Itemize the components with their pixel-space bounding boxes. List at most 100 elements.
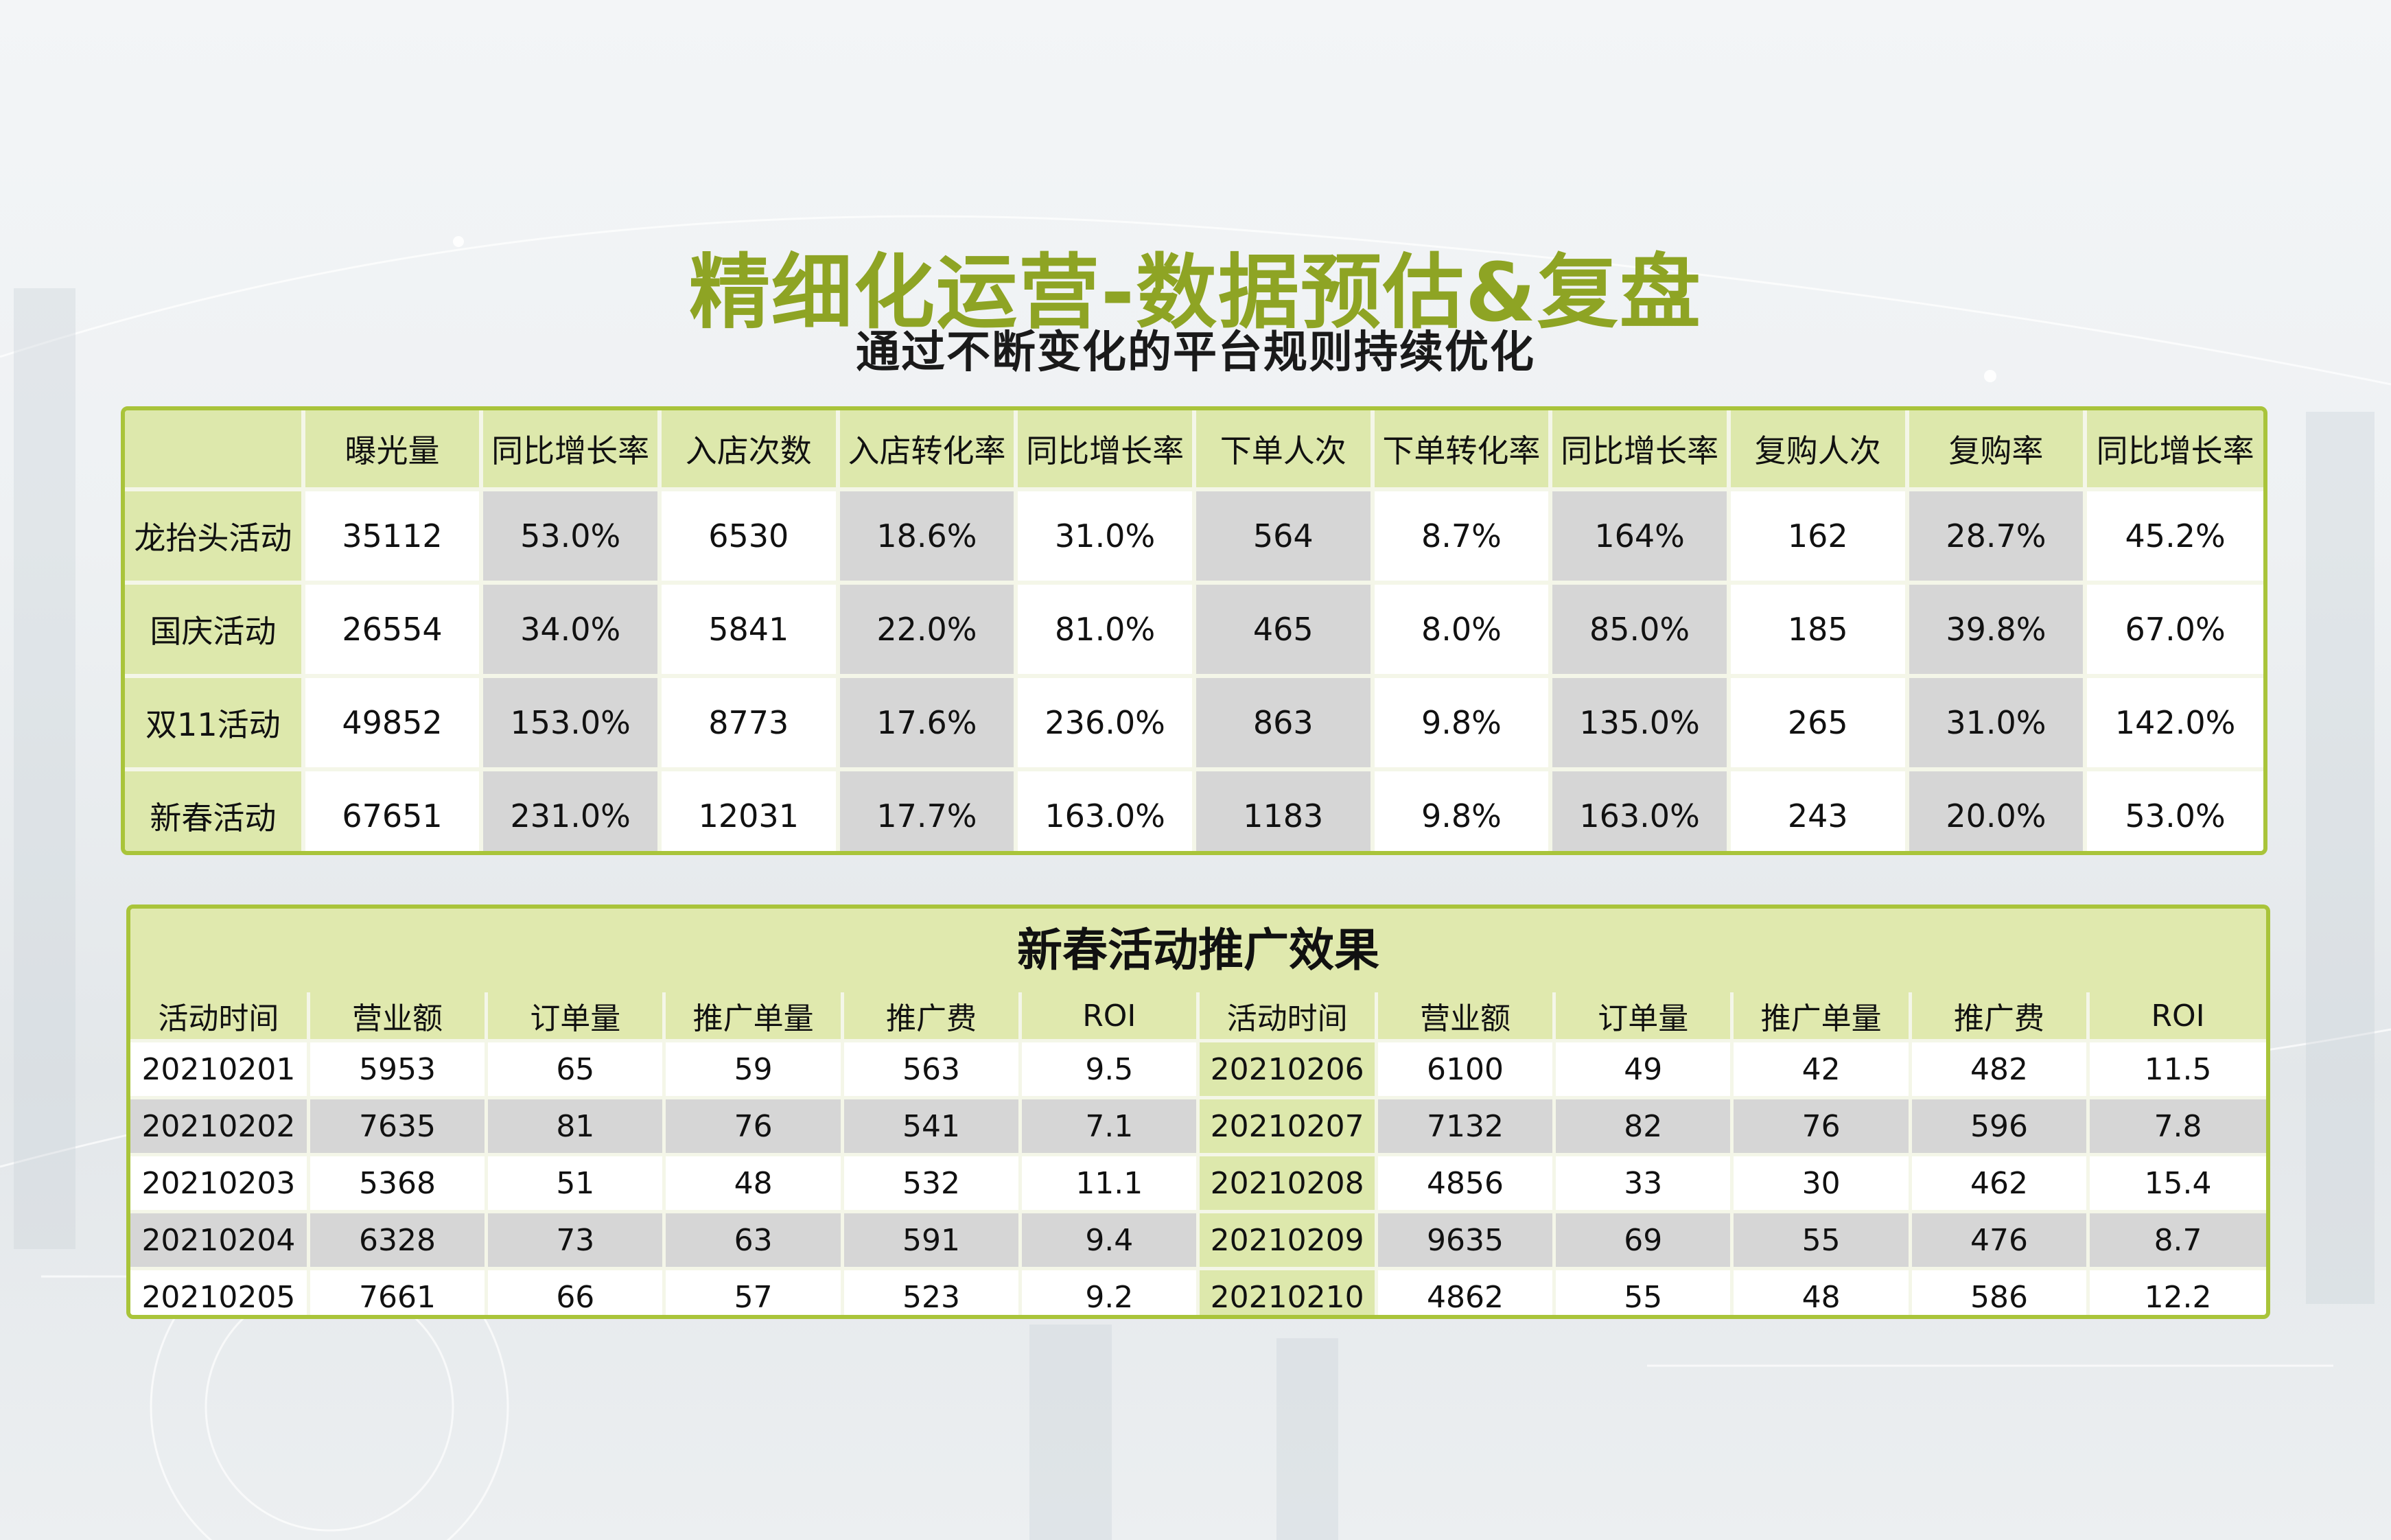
table-row: 20210202 7635 81 76 541 7.1 20210207 7132 82 76 59…	[130, 1097, 2266, 1156]
table-cell: 73	[486, 1211, 666, 1270]
table-cell: 67.0%	[2085, 583, 2263, 678]
table-cell: 7.8	[2088, 1097, 2266, 1156]
table-cell: 22.0%	[837, 583, 1018, 678]
table-cell: 76	[664, 1097, 844, 1156]
column-header: 同比增长率	[1016, 410, 1196, 491]
table-cell: 11.5	[2088, 1040, 2266, 1099]
table-cell: 34.0%	[481, 583, 662, 678]
table-cell: 9.4	[1020, 1211, 1200, 1270]
table-cell: 532	[842, 1154, 1023, 1213]
table-cell: 8.7%	[1372, 489, 1553, 585]
date-cell: 20210210	[1198, 1268, 1378, 1315]
table-cell: 265	[1728, 676, 1909, 771]
table-cell: 163.0%	[1550, 769, 1731, 851]
table-cell: 162	[1728, 489, 1909, 585]
table-title: 新春活动推广效果	[130, 909, 2266, 992]
table-cell: 9.5	[1020, 1040, 1200, 1099]
table-cell: 185	[1728, 583, 1909, 678]
table-cell: 12031	[659, 769, 840, 851]
table-row: 20210205 7661 66 57 523 9.2 20210210 4862 55 48 58…	[130, 1268, 2266, 1315]
table-cell: 49	[1554, 1040, 1734, 1099]
table-cell: 55	[1554, 1268, 1734, 1315]
table-cell: 591	[842, 1211, 1023, 1270]
table-cell: 31.0%	[1906, 676, 2088, 771]
table-cell: 48	[664, 1154, 844, 1213]
table-cell: 7.1	[1020, 1097, 1200, 1156]
table-cell: 35112	[303, 489, 484, 585]
table-row: 20210204 6328 73 63 591 9.4 20210209 9635 69 55 47…	[130, 1211, 2266, 1270]
table-cell: 462	[1910, 1154, 2090, 1213]
column-header: ROI	[1020, 992, 1200, 1042]
table-cell: 18.6%	[837, 489, 1018, 585]
table-cell: 9635	[1376, 1211, 1556, 1270]
table-cell: 15.4	[2088, 1154, 2266, 1213]
table-cell: 42	[1731, 1040, 1912, 1099]
date-cell: 20210207	[1198, 1097, 1378, 1156]
table-cell: 142.0%	[2085, 676, 2263, 771]
table-cell: 6328	[308, 1211, 489, 1270]
table-cell: 59	[664, 1040, 844, 1099]
column-header	[125, 410, 305, 491]
table-cell: 33	[1554, 1154, 1734, 1213]
column-header: 订单量	[486, 992, 666, 1042]
column-header: 推广单量	[1731, 992, 1912, 1042]
table-row: 国庆活动 26554 34.0% 5841 22.0% 81.0% 465 8.0% 85.0%…	[125, 583, 2263, 678]
column-header: 同比增长率	[2085, 410, 2263, 491]
table-cell: 5368	[308, 1154, 489, 1213]
column-header: 订单量	[1554, 992, 1734, 1042]
row-header-cell: 龙抬头活动	[125, 489, 305, 585]
table-cell: 5841	[659, 583, 840, 678]
table-cell: 81	[486, 1097, 666, 1156]
table-cell: 9.8%	[1372, 769, 1553, 851]
column-header: 下单转化率	[1372, 410, 1553, 491]
table-cell: 30	[1731, 1154, 1912, 1213]
table-cell: 76	[1731, 1097, 1912, 1156]
table-cell: 6100	[1376, 1040, 1556, 1099]
date-cell: 20210208	[1198, 1154, 1378, 1213]
table-cell: 243	[1728, 769, 1909, 851]
column-header: 下单人次	[1193, 410, 1375, 491]
table-row: 新春活动 67651 231.0% 12031 17.7% 163.0% 1183 9.8% 1…	[125, 769, 2263, 851]
table-cell: 7661	[308, 1268, 489, 1315]
table-cell: 5953	[308, 1040, 489, 1099]
date-cell: 20210201	[130, 1040, 310, 1099]
table-cell: 82	[1554, 1097, 1734, 1156]
table-cell: 65	[486, 1040, 666, 1099]
table-cell: 564	[1193, 489, 1375, 585]
table-cell: 51	[486, 1154, 666, 1213]
table-cell: 8.7	[2088, 1211, 2266, 1270]
table-cell: 20.0%	[1906, 769, 2088, 851]
table-cell: 236.0%	[1016, 676, 1196, 771]
table-row: 龙抬头活动 35112 53.0% 6530 18.6% 31.0% 564 8.7% 164%…	[125, 489, 2263, 585]
date-cell: 20210203	[130, 1154, 310, 1213]
table-row: 双11活动 49852 153.0% 8773 17.6% 236.0% 863 9.8% 13…	[125, 676, 2263, 771]
column-header: 活动时间	[1198, 992, 1378, 1042]
column-header: 复购率	[1906, 410, 2088, 491]
table-cell: 163.0%	[1016, 769, 1196, 851]
table-cell: 31.0%	[1016, 489, 1196, 585]
table-cell: 48	[1731, 1268, 1912, 1315]
column-header: 推广费	[1910, 992, 2090, 1042]
table-cell: 7635	[308, 1097, 489, 1156]
table-row: 20210201 5953 65 59 563 9.5 20210206 6100 49 42 48…	[130, 1040, 2266, 1099]
table-cell: 153.0%	[481, 676, 662, 771]
date-cell: 20210205	[130, 1268, 310, 1315]
page-title: 精细化运营-数据预估&复盘	[689, 245, 1702, 340]
column-header: 营业额	[1376, 992, 1556, 1042]
table-cell: 1183	[1193, 769, 1375, 851]
page-subtitle: 通过不断变化的平台规则持续优化	[856, 327, 1535, 378]
table-cell: 9.8%	[1372, 676, 1553, 771]
table-cell: 465	[1193, 583, 1375, 678]
column-header: 推广单量	[664, 992, 844, 1042]
table-cell: 67651	[303, 769, 484, 851]
table-cell: 49852	[303, 676, 484, 771]
table-cell: 4856	[1376, 1154, 1556, 1213]
row-header-cell: 双11活动	[125, 676, 305, 771]
table-cell: 231.0%	[481, 769, 662, 851]
column-header: 入店转化率	[837, 410, 1018, 491]
column-header: 同比增长率	[1550, 410, 1731, 491]
table-cell: 164%	[1550, 489, 1731, 585]
table-cell: 81.0%	[1016, 583, 1196, 678]
row-header-cell: 国庆活动	[125, 583, 305, 678]
table-cell: 541	[842, 1097, 1023, 1156]
